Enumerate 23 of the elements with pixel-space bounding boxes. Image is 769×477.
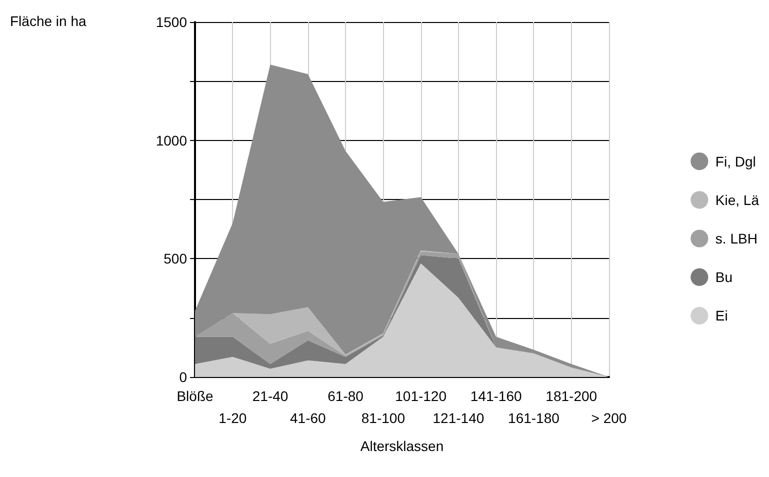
legend-label: Fi, Dgl: [715, 153, 756, 170]
x-tick-label: > 200: [591, 410, 627, 426]
legend-label: Bu: [715, 269, 733, 286]
x-tick-label: 101-120: [395, 388, 447, 404]
legend-label: Ei: [715, 308, 728, 324]
x-tick-label: 61-80: [328, 388, 364, 404]
y-tick-label: 1500: [156, 14, 188, 30]
legend-label: s. LBH: [715, 230, 758, 246]
x-axis-title: Altersklassen: [360, 438, 444, 454]
x-tick-label: 1-20: [218, 410, 247, 426]
x-tick-label: 181-200: [546, 388, 598, 404]
x-tick-label: Blöße: [176, 388, 214, 404]
y-tick-label: 500: [164, 250, 188, 267]
x-tick-label: 141-160: [470, 388, 522, 404]
x-tick-label: 121-140: [432, 410, 484, 426]
legend-label: Kie, Lä: [715, 192, 760, 208]
y-axis-title: Fläche in ha: [10, 13, 86, 29]
x-tick-label: 81-100: [361, 410, 406, 426]
x-tick-label: 21-40: [252, 388, 288, 404]
y-tick-label: 0: [179, 369, 188, 385]
y-tick-label: 1000: [156, 132, 188, 148]
x-tick-label: 41-60: [290, 410, 326, 426]
x-tick-label: 161-180: [508, 410, 560, 426]
